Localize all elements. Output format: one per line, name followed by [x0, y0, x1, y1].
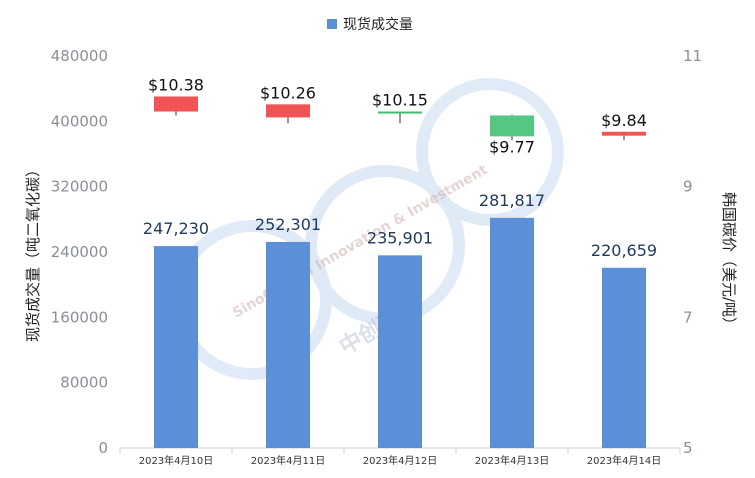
volume-bar [266, 241, 310, 448]
right-tick-label: 11 [683, 47, 702, 65]
x-tick-label: 2023年4月11日 [251, 454, 326, 467]
right-tick-label: 9 [683, 178, 693, 196]
price-data-label: $9.84 [601, 111, 647, 130]
left-tick-label: 80000 [60, 374, 108, 392]
volume-data-label: 281,817 [479, 191, 545, 210]
left-tick-label: 0 [98, 439, 108, 457]
left-tick-label: 480000 [51, 47, 108, 65]
volume-bar [602, 267, 646, 448]
volume-bar [378, 255, 422, 448]
candle-body [266, 104, 310, 118]
left-tick-label: 240000 [51, 243, 108, 261]
price-data-label: $9.77 [489, 137, 535, 156]
x-tick-label: 2023年4月13日 [475, 454, 550, 467]
right-tick-label: 7 [683, 308, 693, 326]
candle-body [602, 131, 646, 136]
volume-bar [154, 246, 198, 448]
volume-data-label: 220,659 [591, 241, 657, 260]
legend-label: 现货成交量 [343, 16, 413, 33]
right-axis-title: 韩国碳价（美元/吨） [720, 192, 738, 332]
left-tick-label: 320000 [51, 178, 108, 196]
volume-data-label: 247,230 [143, 219, 209, 238]
candle-body [490, 115, 534, 137]
volume-bars: 247,230 252,301 235,901 281,817 220,659 [143, 191, 657, 448]
price-candles: $10.38 $10.26 $10.15 $9.77 $9.84 [148, 76, 647, 157]
left-axis-title: 现货成交量（吨二氧化碳） [24, 162, 42, 342]
right-axis-ticks: 5 7 9 11 [683, 47, 702, 457]
volume-data-label: 235,901 [367, 228, 433, 247]
candle-body [378, 111, 422, 114]
volume-data-label: 252,301 [255, 215, 321, 234]
right-tick-label: 5 [683, 439, 693, 457]
volume-bar [490, 217, 534, 448]
candle-body [154, 96, 198, 112]
x-tick-label: 2023年4月12日 [363, 454, 438, 467]
left-tick-label: 400000 [51, 112, 108, 130]
left-tick-label: 160000 [51, 308, 108, 326]
price-data-label: $10.38 [148, 76, 204, 95]
x-tick-label: 2023年4月14日 [587, 454, 662, 467]
legend-swatch [327, 19, 337, 29]
price-data-label: $10.26 [260, 83, 316, 102]
price-data-label: $10.15 [372, 91, 428, 110]
left-axis-ticks: 0 80000 160000 240000 320000 400000 480000 [51, 47, 108, 457]
x-axis-ticks: 2023年4月10日 2023年4月11日 2023年4月12日 2023年4月13日… [119, 448, 681, 467]
x-tick-label: 2023年4月10日 [139, 454, 214, 467]
